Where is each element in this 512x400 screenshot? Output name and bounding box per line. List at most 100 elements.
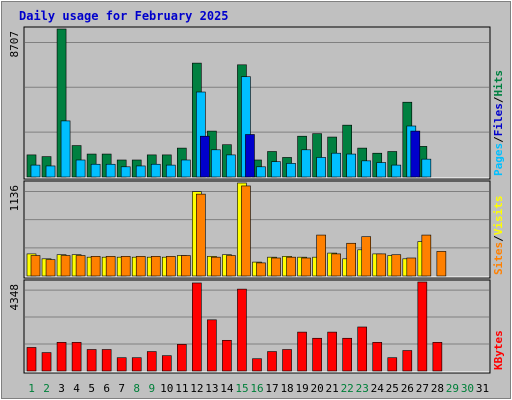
bar-sites-day-13 <box>211 256 221 277</box>
bar-kbytes-day-7 <box>116 357 127 372</box>
bar-sites-day-8 <box>135 256 146 277</box>
bar-files-day-5 <box>90 163 101 178</box>
day-label-5: 5 <box>88 382 95 395</box>
day-label-3: 3 <box>58 382 65 395</box>
bar-files-day-23 <box>361 160 372 178</box>
bar-kbytes-day-4 <box>71 342 82 372</box>
bar-files-day-14 <box>226 154 236 178</box>
bar-kbytes-day-15 <box>237 288 247 372</box>
day-label-29: 29 <box>446 382 459 395</box>
day-label-31: 31 <box>476 382 489 395</box>
day-label-25: 25 <box>386 382 399 395</box>
bar-files-day-27 <box>421 158 432 178</box>
bar-sites-day-6 <box>105 256 116 277</box>
day-label-20: 20 <box>311 382 324 395</box>
bar-sites-day-20 <box>316 234 326 277</box>
bar-files-day-21 <box>331 152 341 178</box>
bar-kbytes-day-27 <box>417 281 428 372</box>
day-label-9: 9 <box>148 382 155 395</box>
bar-sites-day-5 <box>90 256 101 277</box>
bar-kbytes-day-20 <box>312 337 322 372</box>
bar-sites-day-1 <box>30 255 41 277</box>
bar-kbytes-day-8 <box>131 357 142 372</box>
bar-kbytes-day-6 <box>101 349 112 372</box>
day-label-12: 12 <box>190 382 203 395</box>
day-label-10: 10 <box>160 382 173 395</box>
day-label-6: 6 <box>103 382 110 395</box>
bar-files-day-24 <box>376 162 387 178</box>
bar-sites-day-24 <box>376 253 387 277</box>
panel-2-max-label: 1136 <box>8 185 21 212</box>
day-label-21: 21 <box>326 382 339 395</box>
legend-item: Files <box>492 103 505 136</box>
day-label-22: 22 <box>341 382 354 395</box>
bar-files-day-17 <box>271 161 281 178</box>
bar-sites-day-16 <box>256 262 266 277</box>
bar-sites-day-4 <box>75 255 86 277</box>
bar-kbytes-day-12 <box>192 282 202 372</box>
bar-kbytes-day-2 <box>41 352 52 372</box>
bar-kbytes-day-3 <box>56 342 67 372</box>
bar-kbytes-day-16 <box>252 358 262 372</box>
bar-files-day-16 <box>256 166 266 178</box>
day-label-26: 26 <box>401 382 414 395</box>
bar-sites-day-21 <box>331 253 341 277</box>
bar-files-day-19 <box>301 149 311 178</box>
bar-sites-day-26 <box>406 257 417 277</box>
legend-item: Pages <box>492 143 505 176</box>
bar-sites-day-18 <box>286 256 296 277</box>
bar-files-day-2 <box>45 165 56 178</box>
day-label-19: 19 <box>295 382 308 395</box>
legend-item: / <box>492 235 505 242</box>
day-label-18: 18 <box>280 382 293 395</box>
bar-files-day-18 <box>286 163 296 178</box>
bar-files-day-10 <box>165 164 176 178</box>
bar-sites-day-15 <box>241 185 251 277</box>
day-label-24: 24 <box>371 382 385 395</box>
panel-3-box <box>23 279 491 374</box>
bar-sites-day-11 <box>181 255 191 277</box>
bar-sites-day-17 <box>271 257 281 277</box>
chart-title: Daily usage for February 2025 <box>19 9 229 23</box>
panel-3-legend: KBytes <box>492 330 505 370</box>
bar-kbytes-day-24 <box>372 342 383 372</box>
legend-item: / <box>492 136 505 143</box>
day-label-1: 1 <box>28 382 35 395</box>
bar-kbytes-day-28 <box>432 342 443 372</box>
panel-2-legend: Sites/Visits <box>492 196 505 276</box>
bar-files-day-20 <box>316 157 326 178</box>
bar-sites-day-3 <box>60 255 71 277</box>
bar-kbytes-day-17 <box>267 351 277 372</box>
bar-sites-day-28 <box>436 251 447 277</box>
panel-1-legend: Pages/Files/Hits <box>492 70 505 176</box>
panel-1-max-label: 8707 <box>8 31 21 58</box>
bar-files-day-6 <box>105 163 116 178</box>
bar-kbytes-day-14 <box>222 339 232 372</box>
bar-kbytes-day-21 <box>327 331 337 372</box>
bar-kbytes-day-22 <box>342 337 352 372</box>
bar-files-day-13 <box>211 149 221 178</box>
bar-sites-day-12 <box>196 193 206 277</box>
bar-kbytes-day-13 <box>207 319 217 372</box>
legend-item: / <box>492 96 505 103</box>
legend-item: Visits <box>492 196 505 236</box>
panel-3-max-label: 4348 <box>8 284 21 311</box>
bar-files-day-25 <box>391 164 402 178</box>
bar-files-day-11 <box>181 159 191 178</box>
legend-item: KBytes <box>492 330 505 370</box>
bar-sites-day-14 <box>226 255 236 277</box>
bar-kbytes-day-18 <box>282 349 292 372</box>
bar-sites-day-22 <box>346 242 356 277</box>
day-label-17: 17 <box>265 382 278 395</box>
day-label-8: 8 <box>133 382 140 395</box>
bar-files-day-3 <box>60 120 71 178</box>
bar-files-day-4 <box>75 159 86 178</box>
bar-kbytes-day-5 <box>86 349 97 372</box>
bar-sites-day-19 <box>301 257 311 277</box>
bar-pages-day-26 <box>410 130 421 178</box>
bar-kbytes-day-25 <box>387 357 398 372</box>
bar-files-day-8 <box>135 165 146 178</box>
bar-sites-day-10 <box>165 256 176 277</box>
bar-kbytes-day-10 <box>161 355 172 372</box>
